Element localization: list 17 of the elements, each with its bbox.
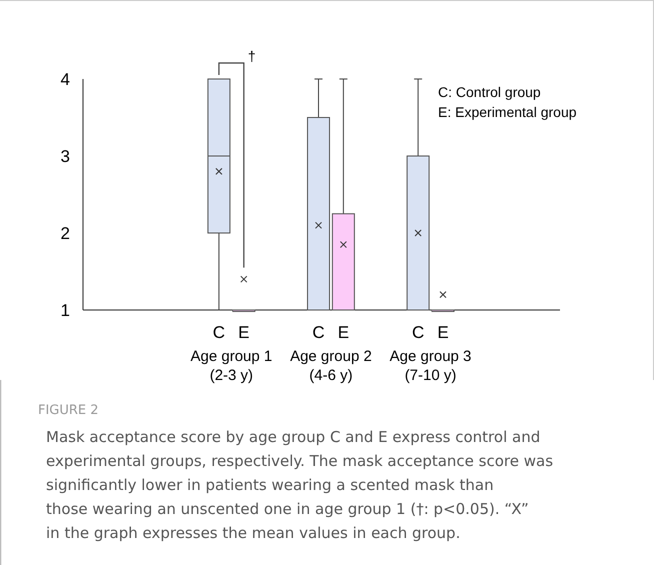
y-tick-label: 1 [60, 300, 70, 320]
text: FIGURE 2 [38, 403, 99, 418]
text: E [437, 323, 449, 342]
y-tick-label: 4 [60, 70, 70, 89]
series-label: C [312, 323, 325, 342]
text: C [212, 323, 226, 342]
x-tick-label: Age group 3 (7-10 y) [390, 348, 472, 384]
annotation: C: Control group E: Experimental group [438, 84, 577, 120]
text: C [412, 323, 424, 342]
text: † [248, 48, 256, 64]
text: Mask acceptance score by age group C and E express control and experimental groups, respectively. The mask acceptance score was significantly lower in patients wearing a scented mask than those wearing an unscented one in age group 1 (†: p<0.05). “X” in the graph expresses the mean values in each group. [46, 428, 554, 542]
text: E [338, 323, 350, 342]
x-tick-label: Age group 2 (4-6 y) [290, 348, 372, 384]
x-tick-label: Age group 1 (2-3 y) [190, 348, 272, 384]
series-label: E [238, 323, 250, 342]
y-tick-label: 2 [60, 224, 70, 243]
y-tick-label: 3 [60, 146, 70, 166]
